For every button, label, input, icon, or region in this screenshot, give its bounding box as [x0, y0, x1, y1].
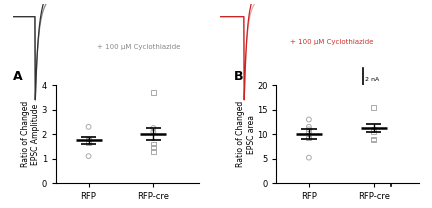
Text: + 100 μM Cyclothiazide: + 100 μM Cyclothiazide [290, 39, 373, 45]
Point [85, 155, 92, 158]
Y-axis label: Ratio of Changed
EPSC Amplitude: Ratio of Changed EPSC Amplitude [21, 101, 40, 167]
Point [305, 125, 312, 129]
Point [305, 136, 312, 140]
Point [85, 125, 92, 129]
Y-axis label: Ratio of Changed
EPSC area: Ratio of Changed EPSC area [236, 101, 256, 167]
Point [85, 137, 92, 141]
Text: + 100 μM Cyclothiazide: + 100 μM Cyclothiazide [96, 44, 180, 50]
Text: 2 nA: 2 nA [365, 77, 380, 82]
Point [305, 128, 312, 131]
Point [370, 106, 377, 109]
Text: 0.1 s: 0.1 s [372, 97, 387, 102]
Text: B: B [234, 70, 243, 83]
Point [370, 128, 377, 131]
Point [85, 141, 92, 144]
Text: A: A [13, 70, 23, 83]
Point [370, 130, 377, 133]
Point [150, 142, 157, 146]
Point [150, 130, 157, 133]
Point [370, 138, 377, 142]
Point [150, 126, 157, 130]
Point [85, 139, 92, 142]
Point [305, 130, 312, 133]
Point [305, 118, 312, 121]
Point [150, 146, 157, 149]
Point [150, 150, 157, 153]
Point [370, 137, 377, 141]
Point [150, 91, 157, 94]
Point [305, 156, 312, 159]
Point [305, 129, 312, 132]
